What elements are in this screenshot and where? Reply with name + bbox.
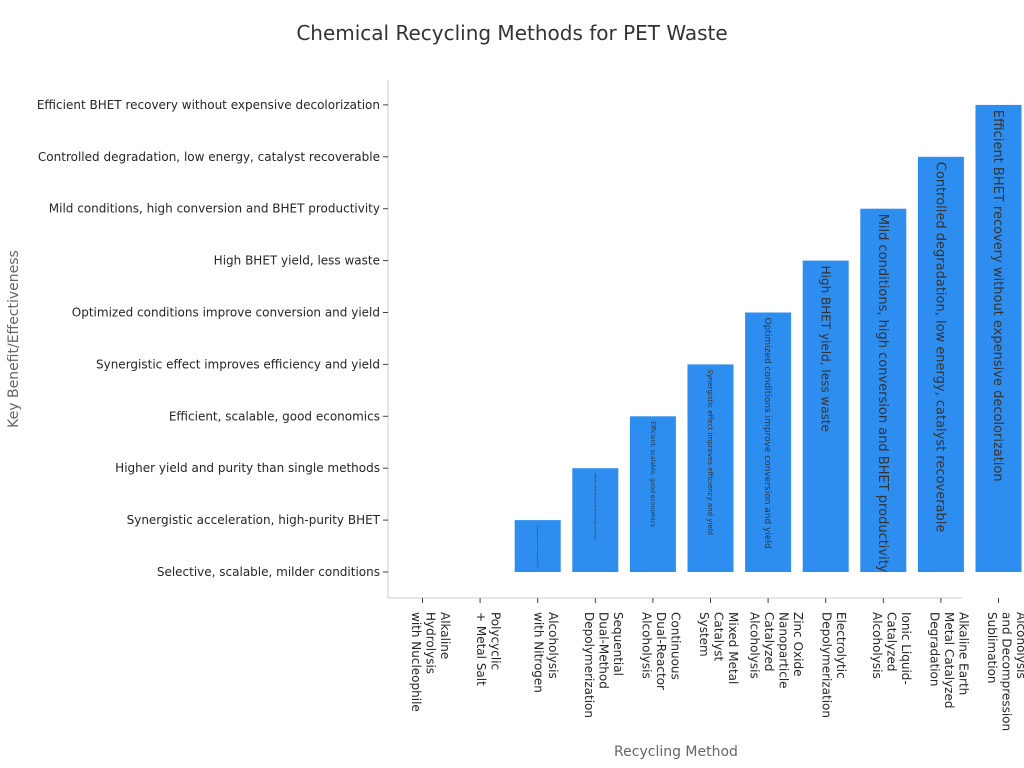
bars [514, 104, 1022, 573]
y-tick-label: Efficient BHET recovery without expensiv… [37, 98, 380, 112]
x-tick-label: Degradation [927, 612, 941, 686]
y-tick-label: High BHET yield, less waste [214, 254, 380, 268]
bar [629, 416, 676, 572]
x-tick-label: Mixed Metal [726, 612, 740, 684]
x-tick-label: with Nitrogen [531, 612, 545, 693]
bar-data-label: Efficient, scalable, good economics [649, 421, 656, 527]
bar-data-label: Synergistic effect improves efficiency a… [706, 369, 714, 535]
x-tick-label: Dual-Method [596, 612, 610, 689]
bar-data-label: Optimized conditions improve conversion … [762, 318, 772, 549]
x-tick-label: + Metal Salt [474, 612, 488, 686]
x-axis-label: Recycling Method [614, 744, 738, 760]
x-tick-label: Hydrolysis [424, 612, 438, 674]
x-tick-label: Sequential [611, 612, 625, 676]
bar [860, 208, 907, 572]
x-tick-label: Alkaline Earth [956, 612, 970, 695]
x-tick-label: Alcoholysis [639, 612, 653, 679]
bar-data-label: High BHET yield, less waste [819, 266, 833, 432]
x-tick-label: Nanoparticle [776, 612, 790, 689]
x-tick-label: Metal Catalyzed [942, 612, 956, 708]
y-tick-label: Higher yield and purity than single meth… [115, 461, 380, 475]
bar [745, 312, 792, 572]
bar-data-label: Higher yield and purity than single meth… [593, 473, 597, 540]
x-tick-label: System [697, 612, 711, 657]
x-tick-label: Catalyzed [762, 612, 776, 672]
bar-data-label: Mild conditions, high conversion and BHE… [875, 214, 890, 573]
bar [802, 260, 849, 572]
y-tick-label: Synergistic effect improves efficiency a… [96, 357, 380, 371]
x-tick-label: Electrolytic [834, 612, 848, 679]
x-tick-label: Alkaline [438, 612, 452, 659]
chart-title: Chemical Recycling Methods for PET Waste [296, 21, 727, 45]
y-tick-label: Mild conditions, high conversion and BHE… [49, 202, 380, 216]
x-tick-label: Polycyclic [488, 612, 502, 670]
x-tick-label: Zinc Oxide [791, 612, 805, 676]
y-axis-ticks: Selective, scalable, milder conditions Sy… [37, 98, 388, 579]
x-tick-label: Continuous [668, 612, 682, 680]
bar-data-label: Synergistic acceleration, high-purity BH… [536, 525, 539, 568]
x-tick-label: with Nucleophile [409, 612, 423, 712]
x-tick-label: Dual-Reactor [654, 612, 668, 690]
bar-data-label: Efficient BHET recovery without expensiv… [990, 110, 1005, 482]
y-tick-label: Synergistic acceleration, high-purity BH… [127, 513, 381, 527]
y-axis-label: Key Benefit/Effectiveness [6, 250, 22, 428]
x-tick-label: Catalyst [712, 612, 726, 661]
bar [514, 520, 561, 572]
x-tick-label: Depolymerization [582, 612, 596, 718]
bar-data-label: Controlled degradation, low energy, cata… [932, 162, 947, 533]
bar [687, 364, 734, 572]
y-tick-label: Efficient, scalable, good economics [169, 409, 380, 423]
bar [572, 468, 619, 572]
bar [917, 156, 964, 573]
x-tick-label: Catalyzed [884, 612, 898, 672]
y-tick-label: Optimized conditions improve conversion … [72, 306, 380, 320]
y-tick-label: Controlled degradation, low energy, cata… [38, 150, 380, 164]
x-tick-label: and Decompression [1000, 612, 1014, 731]
bar [975, 104, 1022, 573]
x-tick-label: Depolymerization [819, 612, 833, 718]
y-tick-label: Selective, scalable, milder conditions [157, 565, 380, 579]
x-tick-label: Alcoholysis [747, 612, 761, 679]
x-tick-label: Ionic Liquid- [899, 612, 913, 685]
x-tick-label: Alcoholysis [1014, 612, 1024, 679]
x-tick-label: Sublimation [985, 612, 999, 684]
bar-labels: Synergistic acceleration, high-purity BH… [536, 110, 1005, 573]
x-tick-label: Alcoholysis [870, 612, 884, 679]
x-tick-label: Alcoholysis [546, 612, 560, 679]
